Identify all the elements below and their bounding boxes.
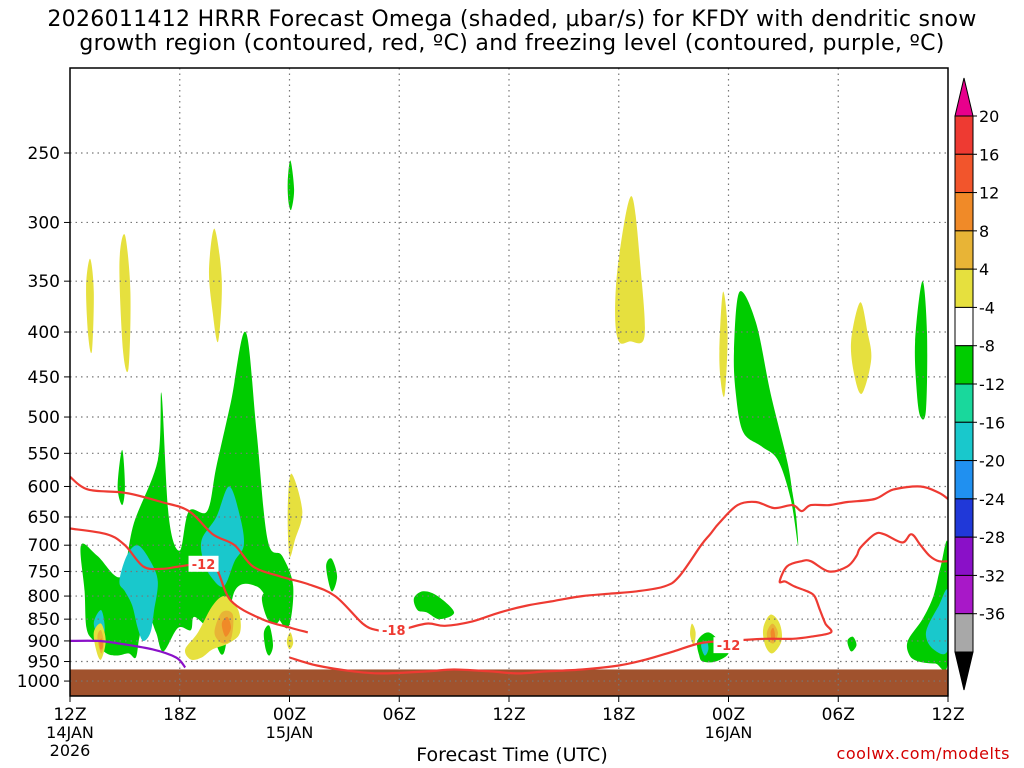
y-tick-label-7: 600 [28,477,60,497]
grid-lines [70,68,948,696]
colorbar-box-4 [954,268,974,308]
omega-region-34 [925,589,948,655]
colorbar-label-8: -16 [979,413,1005,432]
colorbar-box-1 [954,153,974,194]
omega-region-2 [208,228,222,343]
y-tick-label-5: 500 [28,408,60,428]
colorbar-label-2: 12 [979,184,999,203]
y-tick-label-1: 300 [28,213,60,233]
omega-region-0 [86,258,94,354]
y-tick-label-6: 550 [28,444,60,464]
credit-text: coolwx.com/modelts [836,744,1010,763]
omega-region-23 [733,291,799,546]
omega-region-4 [287,473,303,557]
colorbar-box-2 [954,192,974,232]
contour-line-0 [70,639,187,669]
x-tick-label-3: 06Z [383,705,416,725]
contour-label-0: -12 [192,558,216,573]
x-tick-label-7: 06Z [822,705,855,725]
colorbar-top-triangle [954,77,974,117]
omega-shading [80,160,948,671]
y-tick-label-8: 650 [28,508,60,528]
omega-region-31 [701,640,709,656]
omega-region-11 [326,558,338,592]
contour-label-bg-2 [713,637,744,654]
x-year-label-0: 2026 [50,741,91,760]
y-tick-label-13: 900 [28,632,60,652]
x-tick-label-4: 12Z [492,705,525,725]
colorbar: 20 16 12 8 4 -4 -8 -12 -16 -20 -24 -28 -32 -36 [954,77,1005,691]
omega-region-21 [615,196,645,344]
y-tick-label-3: 400 [28,323,60,343]
omega-region-22 [719,291,728,397]
omega-region-1 [119,234,131,373]
contour-line--12b [289,531,948,675]
colorbar-label-4: 4 [979,260,989,279]
omega-region-32 [847,636,857,652]
colorbar-label-3: 8 [979,222,989,241]
contour-label-2: -12 [717,639,741,654]
omega-region-12 [413,591,455,620]
x-tick-label-1: 18Z [163,705,196,725]
omega-region-25 [914,281,928,420]
y-tick-label-12: 850 [28,610,60,630]
colorbar-label-6: -8 [979,337,995,356]
colorbar-bottom-triangle [954,651,974,691]
temperature-contours: -12 -18 -12 [70,475,948,675]
x-tick-label-2: 00Z [273,705,306,725]
y-tick-label-11: 800 [28,587,60,607]
colorbar-box-3 [954,230,974,270]
x-date-label-6: 16JAN [705,723,753,742]
x-date-label-2: 15JAN [266,723,314,742]
y-tick-label-9: 700 [28,536,60,556]
colorbar-box-5 [954,306,974,347]
x-axis-title: Forecast Time (UTC) [416,744,608,766]
x-tick-label-0: 12Z [53,705,86,725]
contour-line--18 [70,475,948,632]
chart-title-line-1: 2026011412 HRRR Forecast Omega (shaded, … [47,7,977,32]
colorbar-box-6 [954,345,974,385]
colorbar-label-9: -20 [979,452,1005,471]
y-tick-label-2: 350 [28,272,60,292]
contour-label-bg-1 [378,622,409,639]
colorbar-box-13 [954,613,974,653]
x-tick-label-6: 00Z [712,705,745,725]
y-tick-label-10: 750 [28,562,60,582]
colorbar-label-5: -4 [979,298,995,317]
x-tick-label-8: 12Z [931,705,964,725]
x-date-label-0: 14JAN [46,723,94,742]
colorbar-label-0: 20 [979,107,999,126]
contour-label-bg-0 [188,555,219,572]
contour-label-1: -18 [382,624,406,639]
colorbar-box-0 [954,115,974,155]
colorbar-label-1: 16 [979,145,999,164]
omega-region-29 [690,623,696,646]
omega-region-10 [261,590,283,625]
colorbar-label-7: -12 [979,375,1005,394]
x-tick-label-5: 18Z [602,705,635,725]
colorbar-label-11: -28 [979,528,1005,547]
colorbar-box-9 [954,460,974,500]
y-tick-label-15: 1000 [17,672,60,692]
y-tick-label-14: 950 [28,653,60,673]
colorbar-label-10: -24 [979,490,1005,509]
colorbar-box-12 [954,574,974,615]
y-axis: 2503003504004505005506006507007508008509… [17,144,70,692]
y-tick-label-4: 450 [28,368,60,388]
omega-region-16 [221,616,232,637]
colorbar-box-8 [954,421,974,462]
colorbar-label-13: -36 [979,605,1005,624]
colorbar-label-12: -32 [979,566,1005,585]
colorbar-box-10 [954,498,974,538]
y-tick-label-0: 250 [28,144,60,164]
colorbar-box-7 [954,383,974,423]
chart-title-line-2: growth region (contoured, red, ºC) and f… [79,31,945,56]
colorbar-box-11 [954,536,974,576]
omega-region-24 [850,302,872,394]
